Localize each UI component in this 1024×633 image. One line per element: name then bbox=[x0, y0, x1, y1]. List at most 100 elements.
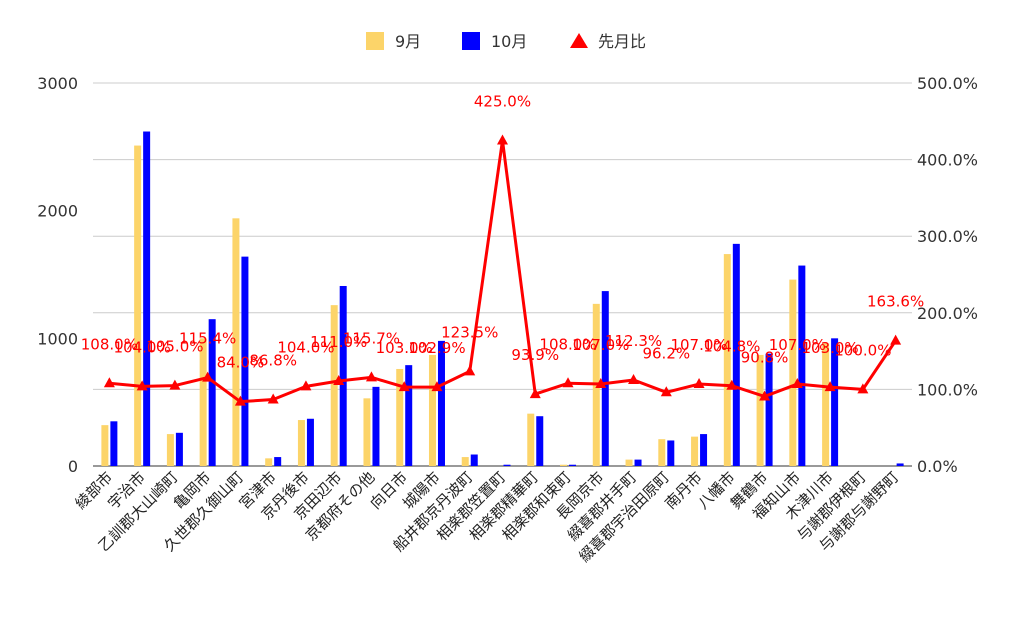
ratio-point bbox=[234, 395, 246, 406]
bar-oct bbox=[339, 285, 347, 466]
ratio-point bbox=[300, 380, 312, 391]
y-right-tick-label: 300.0% bbox=[917, 227, 978, 246]
ratio-data-label: 108.0% bbox=[539, 335, 596, 353]
legend-swatch-sep bbox=[366, 32, 384, 50]
ratio-data-label: 163.6% bbox=[867, 293, 924, 311]
ratio-data-label: 84.0% bbox=[217, 354, 265, 372]
bar-oct bbox=[634, 459, 642, 466]
bar-oct bbox=[503, 464, 511, 466]
y-left-tick-label: 2000 bbox=[37, 202, 78, 221]
bar-oct bbox=[241, 256, 249, 466]
ratio-data-label: 105.0% bbox=[146, 338, 203, 356]
ratio-data-label: 123.5% bbox=[441, 323, 498, 341]
ratio-point bbox=[333, 374, 345, 385]
legend-label-oct: 10月 bbox=[491, 32, 527, 51]
ratio-point bbox=[890, 334, 902, 345]
bar-sep bbox=[691, 436, 699, 466]
ratio-point bbox=[169, 379, 181, 390]
bar-oct bbox=[667, 440, 675, 466]
bar-oct bbox=[601, 291, 609, 466]
bar-oct bbox=[405, 365, 413, 466]
ratio-point bbox=[136, 380, 148, 391]
bar-sep bbox=[134, 145, 142, 466]
bar-oct bbox=[536, 416, 544, 466]
ratio-point bbox=[562, 377, 574, 388]
ratio-data-label: 107.0% bbox=[670, 336, 727, 354]
ratio-data-label: 103.0% bbox=[801, 339, 858, 357]
ratio-data-label: 104.0% bbox=[114, 338, 171, 356]
ratio-data-label: 103.0% bbox=[376, 339, 433, 357]
ratio-data-label: 93.9% bbox=[511, 346, 559, 364]
bar-sep bbox=[199, 338, 207, 466]
ratio-data-label: 107.0% bbox=[572, 336, 629, 354]
ratio-point bbox=[824, 381, 836, 392]
bar-sep bbox=[789, 279, 797, 466]
bar-oct bbox=[700, 434, 708, 466]
ratio-point bbox=[398, 381, 410, 392]
bar-sep bbox=[265, 458, 273, 466]
bar-oct bbox=[208, 319, 216, 466]
bar-sep bbox=[461, 457, 469, 466]
ratio-point bbox=[595, 378, 607, 389]
ratio-data-label: 104.0% bbox=[277, 338, 334, 356]
ratio-data-label: 96.2% bbox=[642, 344, 690, 362]
bar-oct bbox=[798, 265, 806, 466]
y-left-tick-label: 0 bbox=[68, 457, 78, 476]
bar-oct bbox=[372, 386, 380, 466]
bar-oct bbox=[896, 463, 904, 466]
bar-sep bbox=[297, 420, 305, 466]
y-right-tick-label: 100.0% bbox=[917, 380, 978, 399]
ratio-point bbox=[529, 388, 541, 399]
bar-oct bbox=[437, 340, 445, 466]
y-left-tick-label: 1000 bbox=[37, 329, 78, 348]
ratio-data-label: 111.0% bbox=[310, 333, 367, 351]
ratio-data-label: 90.8% bbox=[741, 348, 789, 366]
bar-sep bbox=[330, 305, 338, 466]
ratio-point bbox=[497, 134, 508, 145]
ratio-point bbox=[857, 383, 869, 394]
y-left-tick-label: 3000 bbox=[37, 74, 78, 93]
ratio-point bbox=[628, 373, 640, 384]
bar-sep bbox=[822, 343, 830, 466]
bar-sep bbox=[166, 434, 174, 466]
ratio-point bbox=[791, 378, 803, 389]
ratio-data-label: 104.8% bbox=[703, 338, 760, 356]
ratio-point bbox=[365, 371, 377, 382]
bar-oct bbox=[831, 338, 839, 466]
ratio-point bbox=[464, 365, 476, 376]
bar-sep bbox=[658, 439, 666, 466]
bar-sep bbox=[756, 354, 764, 466]
bar-oct bbox=[470, 454, 478, 466]
ratio-data-label: 108.0% bbox=[81, 335, 138, 353]
ratio-point bbox=[267, 393, 279, 404]
bar-sep bbox=[428, 354, 436, 466]
ratio-data-label: 86.8% bbox=[249, 352, 297, 370]
bar-oct bbox=[732, 243, 740, 466]
ratio-point bbox=[660, 386, 672, 397]
bar-sep bbox=[396, 368, 404, 466]
ratio-data-label: 102.9% bbox=[408, 339, 465, 357]
y-right-tick-label: 200.0% bbox=[917, 304, 978, 323]
y-right-tick-label: 0.0% bbox=[917, 457, 958, 476]
ratio-data-label: 425.0% bbox=[474, 92, 531, 110]
ratio-point bbox=[103, 377, 115, 388]
legend-label-sep: 9月 bbox=[395, 32, 421, 51]
bar-oct bbox=[143, 131, 151, 466]
bar-oct bbox=[569, 464, 577, 466]
bar-sep bbox=[625, 459, 633, 466]
bar-sep bbox=[101, 425, 109, 466]
ratio-point bbox=[759, 390, 771, 401]
legend-swatch-oct bbox=[462, 32, 480, 50]
ratio-data-label: 100.0% bbox=[834, 341, 891, 359]
bar-sep bbox=[363, 398, 371, 466]
ratio-point bbox=[431, 381, 443, 392]
y-right-tick-label: 500.0% bbox=[917, 74, 978, 93]
ratio-data-label: 107.0% bbox=[769, 336, 826, 354]
bar-sep bbox=[560, 464, 568, 466]
bar-sep bbox=[723, 254, 731, 466]
bar-oct bbox=[306, 418, 314, 466]
ratio-point bbox=[693, 378, 705, 389]
ratio-data-label: 112.3% bbox=[605, 332, 662, 350]
bar-sep bbox=[232, 218, 240, 466]
